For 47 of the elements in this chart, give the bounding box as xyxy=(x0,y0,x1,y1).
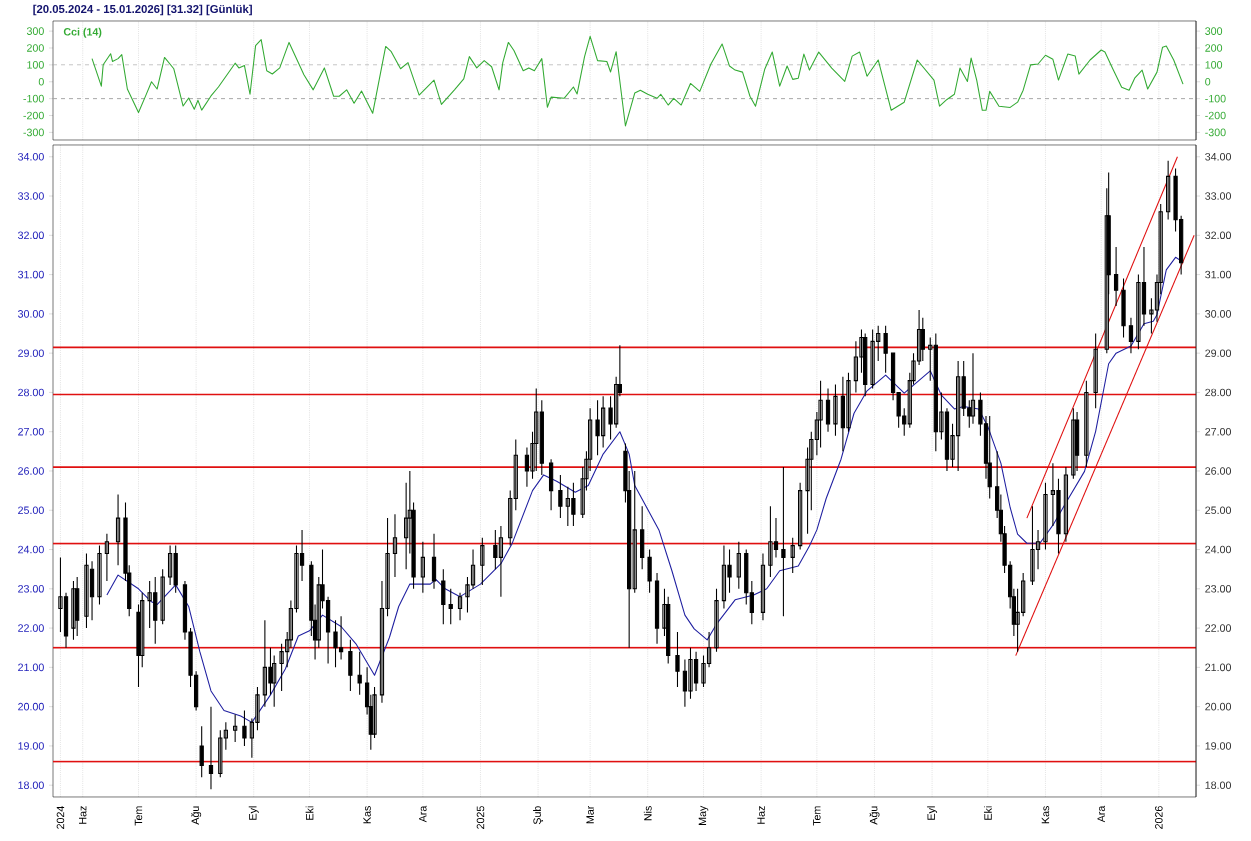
y-tick-label: 300 xyxy=(26,27,44,35)
y-tick-label: 29.00 xyxy=(1205,349,1232,357)
y-tick-label: -300 xyxy=(23,128,44,137)
x-tick-label: Nis xyxy=(643,806,652,821)
x-tick-label: 2024 xyxy=(56,806,65,829)
y-tick-label: 33.00 xyxy=(1205,192,1232,200)
x-tick-label: Tem xyxy=(134,806,143,826)
y-tick-label: -100 xyxy=(23,94,44,103)
y-tick-label: 32.00 xyxy=(1205,231,1232,240)
y-tick-label: 22.00 xyxy=(1205,624,1232,632)
y-tick-label: 19.00 xyxy=(1205,742,1232,750)
x-tick-label: Haz xyxy=(79,806,87,824)
y-tick-label: 25.00 xyxy=(1205,506,1232,515)
x-tick-label: Haz xyxy=(757,806,765,824)
x-tick-label: Eyl xyxy=(927,806,938,820)
y-tick-label: 200 xyxy=(27,44,44,52)
x-tick-label: Eyl xyxy=(248,806,259,820)
x-tick-label: Ağu xyxy=(869,806,880,825)
x-tick-label: 2025 xyxy=(476,806,485,829)
x-tick-label: Ağu xyxy=(191,806,202,825)
y-tick-label: 24.00 xyxy=(1205,545,1232,554)
y-tick-label: 34.00 xyxy=(1205,152,1232,161)
x-tick-label: Ara xyxy=(1097,805,1105,823)
x-tick-label: 2026 xyxy=(1155,806,1163,829)
y-tick-label: 26.00 xyxy=(1205,467,1232,475)
y-tick-label: 18.00 xyxy=(1205,781,1232,789)
y-tick-label: 20.00 xyxy=(1205,702,1232,711)
x-tick-label: May xyxy=(698,805,709,825)
y-tick-label: 30.00 xyxy=(1205,310,1232,318)
x-tick-label: Ara xyxy=(419,805,427,823)
x-tick-label: Eki xyxy=(983,806,992,820)
y-tick-label: 21.00 xyxy=(1205,663,1232,672)
series-label: Cci (14) xyxy=(63,27,102,38)
chart-title: [20.05.2024 - 15.01.2026] [31.32] [Günlük] xyxy=(33,4,252,16)
x-tick-label: Kas xyxy=(363,806,371,824)
x-tick-label: Mar xyxy=(586,805,594,824)
y-tick-label: -200 xyxy=(23,111,44,120)
x-tick-label: Tem xyxy=(813,806,821,826)
y-tick-label: 31.00 xyxy=(1205,270,1232,279)
y-tick-label: 0 xyxy=(38,77,44,86)
x-tick-label: Şub xyxy=(533,806,544,825)
y-tick-label: 27.00 xyxy=(1205,427,1232,436)
x-tick-label: Eki xyxy=(305,806,314,820)
x-tick-label: Kas xyxy=(1041,806,1050,824)
y-tick-label: 28.00 xyxy=(1205,388,1232,397)
y-tick-label: 100 xyxy=(27,61,44,69)
y-tick-label: 23.00 xyxy=(1205,585,1232,593)
